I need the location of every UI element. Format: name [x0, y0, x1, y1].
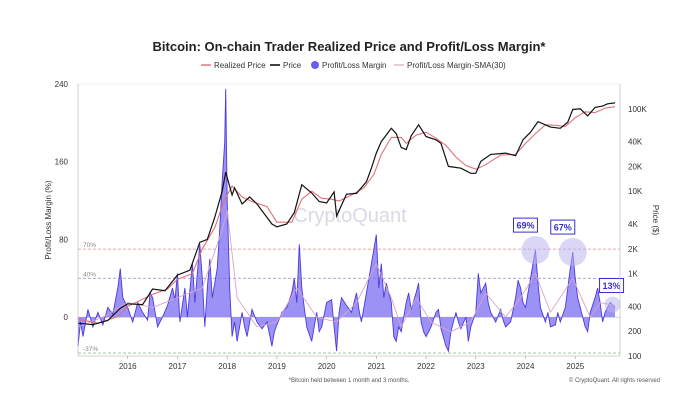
left-axis: 240 160 80 0: [55, 80, 79, 356]
annotations-layer: 69% 67% 13%: [512, 217, 625, 313]
annotation-label: 69%: [516, 221, 534, 231]
annotation-highlight: [521, 236, 550, 265]
annotation-box: [550, 219, 576, 235]
reference-line-label: 40%: [83, 271, 96, 278]
right-tick-label: 40K: [628, 138, 643, 147]
right-tick-label: 100K: [628, 105, 647, 114]
x-tick-label: 2017: [169, 362, 187, 371]
annotation-label: 13%: [603, 281, 621, 291]
legend-label-margin: Profit/Loss Margin: [322, 61, 386, 70]
x-axis: 2016 2017 2018 2019 2020 2021 2022 2023 2024 2025: [78, 355, 620, 371]
right-tick-label: 20K: [628, 162, 643, 171]
copyright: © CryptoQuant. All rights reserved: [569, 377, 660, 384]
annotation-highlight: [558, 238, 587, 267]
right-tick-label: 100: [628, 352, 642, 361]
legend-label-sma: Profit/Loss Margin-SMA(30): [407, 61, 506, 70]
x-tick-label: 2025: [566, 362, 584, 371]
right-tick-label: 2K: [628, 245, 638, 254]
x-tick-label: 2020: [318, 362, 336, 371]
left-tick-label: 80: [59, 235, 68, 244]
legend-label-realized-price: Realized Price: [214, 61, 266, 70]
margin-sma-line: [77, 210, 616, 333]
chart-title: Bitcoin: On-chain Trader Realized Price …: [153, 39, 547, 54]
annotation-label: 67%: [554, 223, 572, 233]
right-tick-label: 400: [628, 302, 642, 311]
right-tick-label: 4K: [628, 220, 638, 229]
right-tick-label: 1K: [628, 270, 638, 279]
right-tick-label: 10K: [628, 187, 643, 196]
x-tick-label: 2022: [417, 362, 435, 371]
watermark: CryptoQuant: [293, 205, 407, 227]
reference-lines: 70% 40% -37%: [78, 242, 620, 354]
right-axis: 100K 40K 20K 10K 4K 2K 1K 400 200 100: [619, 84, 647, 361]
right-tick-label: 200: [628, 327, 642, 336]
footnote: *Bitcoin held between 1 month and 3 mont…: [289, 378, 410, 384]
legend-swatch-margin: [311, 61, 319, 69]
left-tick-label: 160: [55, 158, 69, 167]
x-tick-label: 2019: [268, 362, 286, 371]
realized-price-line: [77, 106, 616, 324]
left-tick-label: 0: [64, 313, 69, 322]
x-tick-label: 2018: [218, 362, 236, 371]
y-axis-right-label: Price ($): [651, 205, 660, 236]
y-axis-left-label: Profit/Loss Margin (%): [44, 180, 53, 259]
annotation-box: [599, 278, 625, 294]
x-tick-label: 2023: [467, 362, 485, 371]
price-line: [77, 102, 616, 326]
annotation-box: [512, 217, 538, 233]
legend: Realized Price Price Profit/Loss Margin …: [201, 61, 506, 70]
x-tick-label: 2021: [367, 362, 385, 371]
reference-line-label: -37%: [83, 346, 98, 353]
reference-line-label: 70%: [83, 242, 96, 249]
annotation-highlight: [604, 296, 621, 313]
left-tick-label: 240: [55, 80, 69, 89]
x-tick-label: 2016: [119, 362, 137, 371]
legend-label-price: Price: [283, 61, 302, 70]
x-tick-label: 2024: [517, 362, 535, 371]
